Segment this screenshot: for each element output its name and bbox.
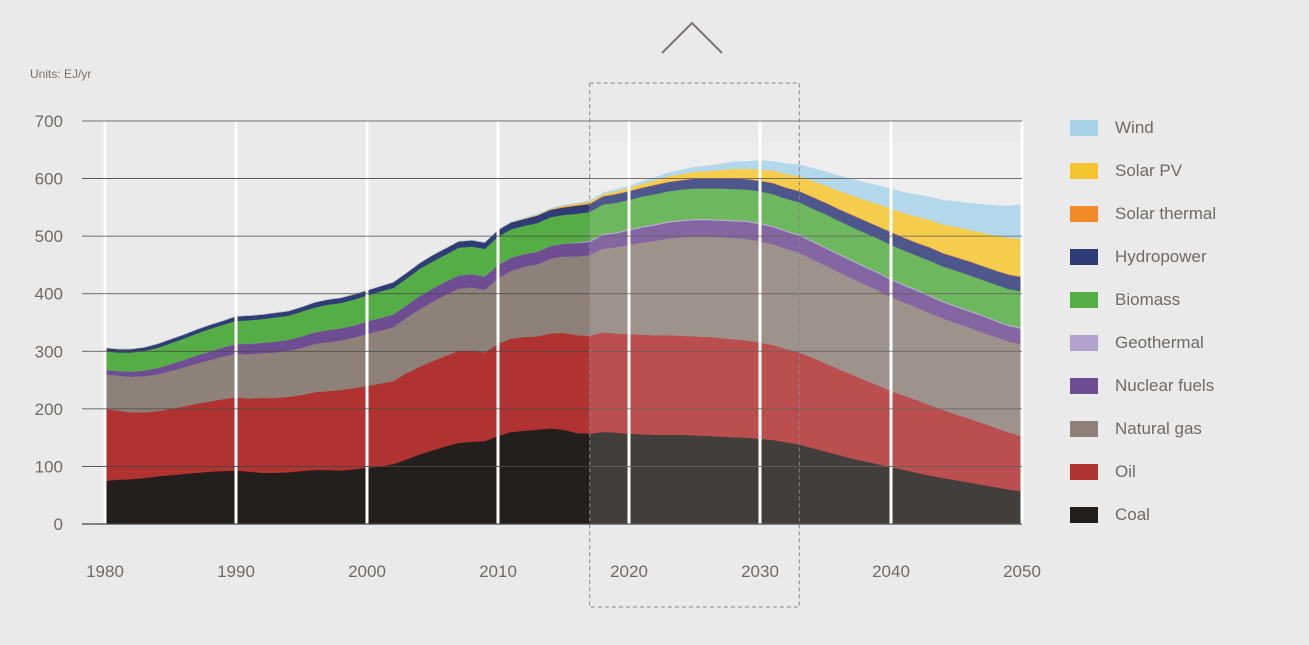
x-tick-label: 1980 <box>86 562 124 581</box>
legend-item-natural-gas: Natural gas <box>1070 419 1202 439</box>
x-tick-label: 2030 <box>741 562 779 581</box>
legend-item-oil: Oil <box>1070 462 1136 482</box>
x-axis-ticks: 1980 1990 2000 2010 2020 2030 2040 2050 <box>86 562 1041 581</box>
units-label: Units: EJ/yr <box>30 67 91 81</box>
legend-item-biomass: Biomass <box>1070 290 1180 310</box>
x-tick-label: 2010 <box>479 562 517 581</box>
legend-label: Oil <box>1115 462 1136 481</box>
legend-label: Solar PV <box>1115 161 1183 180</box>
y-tick-label: 0 <box>54 515 63 534</box>
legend-label: Solar thermal <box>1115 204 1217 223</box>
legend-item-nuclear-fuels: Nuclear fuels <box>1070 376 1214 396</box>
legend-swatch <box>1070 163 1098 179</box>
highlight-box <box>589 82 800 608</box>
legend-label: Coal <box>1115 505 1150 524</box>
legend-swatch <box>1070 421 1098 437</box>
legend-label: Wind <box>1115 118 1154 137</box>
legend-swatch <box>1070 249 1098 265</box>
legend-swatch <box>1070 292 1098 308</box>
y-tick-label: 700 <box>35 112 63 131</box>
x-tick-label: 2020 <box>610 562 648 581</box>
legend-item-solar-pv: Solar PV <box>1070 161 1182 181</box>
legend-item-solar-thermal: Solar thermal <box>1070 204 1216 224</box>
x-tick-label: 2000 <box>348 562 386 581</box>
vertical-gridlines <box>103 121 1024 524</box>
x-tick-label: 2040 <box>872 562 910 581</box>
legend-label: Geothermal <box>1115 333 1204 352</box>
legend-item-wind: Wind <box>1070 118 1154 138</box>
legend-item-coal: Coal <box>1070 505 1150 525</box>
y-tick-label: 100 <box>35 457 63 476</box>
y-tick-label: 500 <box>35 227 63 246</box>
chevron-up-icon[interactable] <box>661 21 723 54</box>
legend-label: Biomass <box>1115 290 1181 309</box>
x-tick-label: 2050 <box>1003 562 1041 581</box>
legend-label: Hydropower <box>1115 247 1207 266</box>
projection-shading <box>589 141 1022 524</box>
legend-swatch <box>1070 378 1098 394</box>
horizontal-gridlines <box>82 120 1022 525</box>
legend-swatch <box>1070 335 1098 351</box>
y-tick-label: 400 <box>35 285 63 304</box>
y-tick-label: 300 <box>35 342 63 361</box>
y-tick-label: 600 <box>35 170 63 189</box>
legend-item-geothermal: Geothermal <box>1070 333 1204 353</box>
y-axis-ticks: 0 100 200 300 400 500 600 700 <box>35 112 63 534</box>
legend-swatch <box>1070 206 1098 222</box>
y-tick-label: 200 <box>35 400 63 419</box>
legend-swatch <box>1070 464 1098 480</box>
legend-swatch <box>1070 120 1098 136</box>
legend-label: Nuclear fuels <box>1115 376 1215 395</box>
legend-swatch <box>1070 507 1098 523</box>
legend-item-hydropower: Hydropower <box>1070 247 1207 267</box>
legend-label: Natural gas <box>1115 419 1202 438</box>
x-tick-label: 1990 <box>217 562 255 581</box>
